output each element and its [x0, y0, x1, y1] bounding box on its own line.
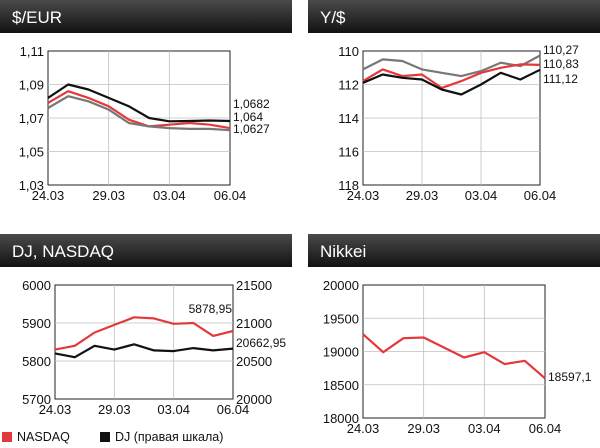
- y-tick-label: 18500: [323, 378, 359, 393]
- x-tick-label: 24.03: [32, 188, 65, 203]
- series-line-red: [362, 333, 546, 380]
- y-tick-label: 19500: [323, 311, 359, 326]
- series-end-label: 5878,95: [189, 302, 233, 316]
- legend-item-dj: DJ (правая шкала): [100, 430, 223, 444]
- series-end-label: 1,0627: [233, 122, 270, 136]
- legend-label: NASDAQ: [17, 430, 70, 444]
- series-end-label: 111,12: [543, 72, 578, 86]
- x-tick-label: 24.03: [347, 421, 380, 436]
- y-tick-label: 6000: [22, 278, 51, 293]
- y-tick-label: 110: [338, 44, 359, 59]
- series-line-gray: [362, 54, 541, 78]
- chart-title: DJ, NASDAQ: [12, 242, 115, 261]
- series-line-black: [362, 68, 541, 96]
- series-end-label: 1,0682: [233, 97, 270, 111]
- y-tick-label: 5800: [22, 354, 51, 369]
- y2-tick-label: 20000: [236, 392, 272, 407]
- series-line-gray: [47, 95, 231, 132]
- chart-title: $/EUR: [12, 8, 63, 27]
- x-tick-label: 03.04: [153, 188, 186, 203]
- legend-swatch-red: [2, 432, 12, 442]
- series-line-red: [362, 63, 541, 90]
- y-tick-label: 118: [338, 178, 359, 193]
- x-tick-label: 24.03: [347, 188, 380, 203]
- series-end-label: 20662,95: [236, 336, 286, 350]
- y-tick-label: 1,07: [19, 111, 44, 126]
- y-tick-label: 116: [338, 145, 359, 160]
- y-tick-label: 1,11: [20, 44, 44, 59]
- chart-title: Nikkei: [320, 242, 367, 261]
- y-tick-label: 18000: [323, 411, 359, 426]
- y-tick-label: 5700: [22, 392, 51, 407]
- chart-title: Y/$: [320, 8, 346, 27]
- y-tick-label: 19000: [323, 345, 359, 360]
- y-tick-label: 1,09: [19, 78, 44, 93]
- x-tick-label: 29.03: [407, 421, 440, 436]
- series-end-label: 18597,1: [548, 370, 592, 384]
- x-tick-label: 06.04: [217, 402, 250, 417]
- x-tick-label: 06.04: [529, 421, 562, 436]
- y2-tick-label: 20500: [236, 354, 272, 369]
- series-line-red: [47, 90, 231, 130]
- chart-header: DJ, NASDAQ: [0, 234, 292, 267]
- x-tick-label: 06.04: [524, 188, 557, 203]
- y-tick-label: 1,05: [19, 145, 44, 160]
- x-tick-label: 29.03: [406, 188, 439, 203]
- x-tick-label: 03.04: [157, 402, 190, 417]
- legend-item-nasdaq: NASDAQ: [2, 430, 70, 444]
- legend-swatch-black: [100, 432, 110, 442]
- series-line-black: [47, 83, 231, 123]
- x-tick-label: 24.03: [39, 402, 72, 417]
- chart-header: Y/$: [308, 0, 600, 33]
- plot-frame: [54, 284, 234, 400]
- y-tick-label: 114: [338, 111, 359, 126]
- x-tick-label: 03.04: [468, 421, 501, 436]
- y2-tick-label: 21500: [236, 278, 272, 293]
- y-tick-label: 1,03: [19, 178, 44, 193]
- series-line-black: [54, 343, 234, 359]
- y-tick-label: 20000: [323, 278, 359, 293]
- chart-header: Nikkei: [308, 234, 600, 267]
- legend-label: DJ (правая шкала): [115, 430, 224, 444]
- series-end-label: 110,83: [543, 57, 579, 71]
- chart-header: $/EUR: [0, 0, 292, 33]
- series-end-label: 110,27: [543, 43, 579, 57]
- y-tick-label: 112: [338, 78, 359, 93]
- x-tick-label: 06.04: [214, 188, 247, 203]
- y-tick-label: 5900: [22, 316, 51, 331]
- x-tick-label: 29.03: [98, 402, 131, 417]
- series-end-label: 1,064: [233, 110, 263, 124]
- y2-tick-label: 21000: [236, 316, 272, 331]
- series-line-red: [54, 316, 234, 351]
- x-tick-label: 03.04: [465, 188, 498, 203]
- x-tick-label: 29.03: [92, 188, 125, 203]
